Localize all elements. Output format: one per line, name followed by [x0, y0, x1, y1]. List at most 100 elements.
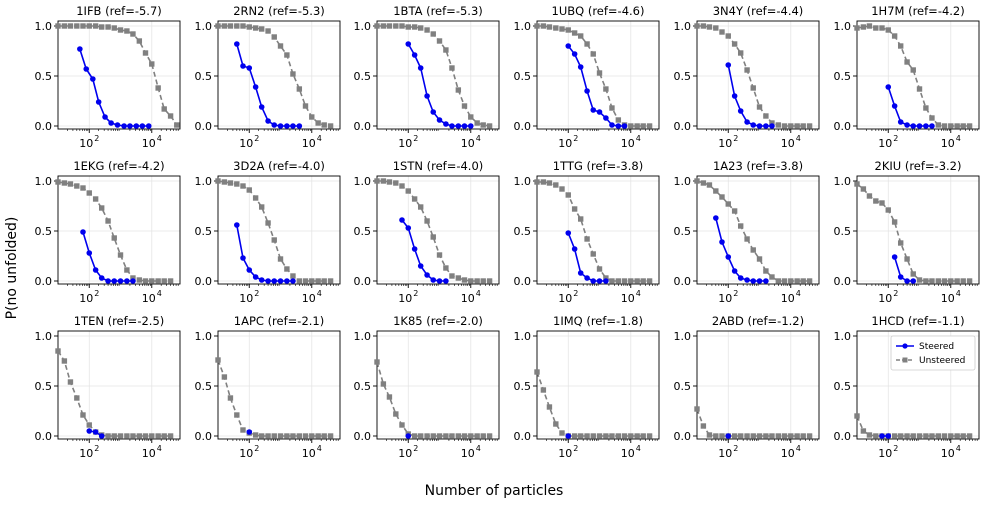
- steered-point: [885, 433, 892, 439]
- x-tick-label: 10: [878, 137, 892, 150]
- subplot: 2ABD (ref=-1.2)0.00.51.010 2 10 4: [674, 314, 820, 460]
- steered-point: [133, 123, 140, 129]
- unsteered-point: [449, 65, 455, 71]
- unsteered-point: [929, 433, 935, 439]
- unsteered-point: [455, 275, 462, 281]
- x-tick-label: 10: [302, 447, 316, 460]
- y-tick-label: 0.5: [354, 225, 372, 238]
- unsteered-point: [744, 433, 750, 439]
- steered-point: [102, 114, 108, 120]
- x-tick-label: 10: [718, 447, 732, 460]
- unsteered-point: [130, 433, 136, 439]
- steered-point: [744, 119, 750, 125]
- steered-point: [923, 123, 929, 129]
- unsteered-point: [960, 123, 966, 129]
- unsteered-point: [117, 27, 124, 33]
- y-tick-label: 1.0: [35, 330, 53, 343]
- unsteered-point: [700, 423, 707, 429]
- unsteered-point: [916, 433, 923, 439]
- y-tick-label: 1.0: [35, 175, 53, 188]
- steered-point: [713, 215, 719, 221]
- steered-point: [92, 267, 99, 273]
- x-tick-exponent: 2: [254, 134, 259, 143]
- unsteered-point: [873, 433, 879, 439]
- unsteered-point: [559, 186, 565, 192]
- unsteered-point: [731, 208, 738, 214]
- steered-point: [910, 278, 917, 284]
- y-tick-label: 0.5: [834, 225, 852, 238]
- unsteered-point: [486, 123, 493, 129]
- unsteered-point: [117, 433, 124, 439]
- steered-point: [265, 118, 271, 124]
- unsteered-line: [856, 415, 970, 437]
- plot-frame: [856, 175, 980, 285]
- steered-point: [725, 62, 732, 68]
- y-tick-label: 0.5: [35, 225, 53, 238]
- unsteered-point: [92, 196, 99, 202]
- unsteered-point: [80, 185, 86, 191]
- unsteered-point: [417, 204, 424, 210]
- x-tick-exponent: 2: [94, 444, 99, 453]
- y-tick-label: 0.0: [354, 430, 372, 443]
- y-tick-label: 0.0: [195, 275, 213, 288]
- unsteered-point: [284, 433, 290, 439]
- unsteered-point: [948, 278, 954, 284]
- y-tick-label: 1.0: [195, 175, 213, 188]
- unsteered-point: [800, 278, 806, 284]
- y-tick-label: 0.5: [834, 70, 852, 83]
- y-tick-label: 0.0: [834, 430, 852, 443]
- steered-point: [455, 123, 462, 129]
- steered-point: [95, 99, 102, 105]
- unsteered-point: [265, 28, 271, 34]
- y-axis-label: P(no unfolded): [4, 217, 20, 320]
- y-tick-label: 0.5: [674, 70, 692, 83]
- unsteered-point: [719, 29, 725, 35]
- unsteered-point: [694, 23, 700, 29]
- steered-point: [124, 278, 130, 284]
- steered-point: [879, 433, 885, 439]
- unsteered-point: [105, 433, 111, 439]
- x-tick-label: 10: [398, 137, 412, 150]
- unsteered-point: [142, 433, 149, 439]
- steered-point: [405, 225, 412, 231]
- unsteered-point: [609, 433, 615, 439]
- unsteered-point: [713, 433, 719, 439]
- unsteered-point: [725, 33, 731, 39]
- unsteered-point: [117, 252, 124, 258]
- unsteered-point: [246, 187, 252, 193]
- unsteered-point: [966, 123, 973, 129]
- unsteered-point: [788, 123, 794, 129]
- unsteered-point: [781, 433, 788, 439]
- plot-frame: [376, 330, 500, 440]
- subplot: 2KIU (ref=-3.2)0.00.51.010 2 10 4: [834, 159, 980, 305]
- subplot: 1EKG (ref=-4.2)0.00.51.010 2 10 4: [35, 159, 181, 305]
- subplot-title: 2RN2 (ref=-5.3): [233, 4, 325, 18]
- unsteered-point: [873, 198, 879, 204]
- unsteered-point: [443, 433, 449, 439]
- unsteered-point: [966, 278, 973, 284]
- x-tick-label: 10: [239, 137, 253, 150]
- unsteered-point: [694, 406, 700, 412]
- steered-point: [290, 123, 296, 129]
- steered-point: [603, 278, 609, 284]
- x-tick-exponent: 4: [956, 134, 961, 143]
- unsteered-point: [713, 188, 719, 194]
- steered-point: [565, 230, 572, 236]
- steered-point: [904, 278, 910, 284]
- subplot: 3D2A (ref=-4.0)0.00.51.010 2 10 4: [195, 159, 341, 305]
- unsteered-point: [954, 278, 960, 284]
- unsteered-point: [424, 218, 430, 224]
- x-tick-label: 10: [302, 292, 316, 305]
- steered-point: [98, 275, 105, 281]
- subplot-title: 1UBQ (ref=-4.6): [552, 4, 645, 18]
- unsteered-point: [221, 179, 228, 185]
- unsteered-point: [234, 412, 240, 418]
- steered-point: [719, 239, 725, 245]
- unsteered-point: [634, 278, 640, 284]
- unsteered-point: [756, 104, 763, 110]
- steered-point: [265, 278, 271, 284]
- unsteered-point: [640, 123, 646, 129]
- unsteered-point: [744, 67, 750, 73]
- x-tick-label: 10: [142, 137, 156, 150]
- steered-point: [756, 123, 763, 129]
